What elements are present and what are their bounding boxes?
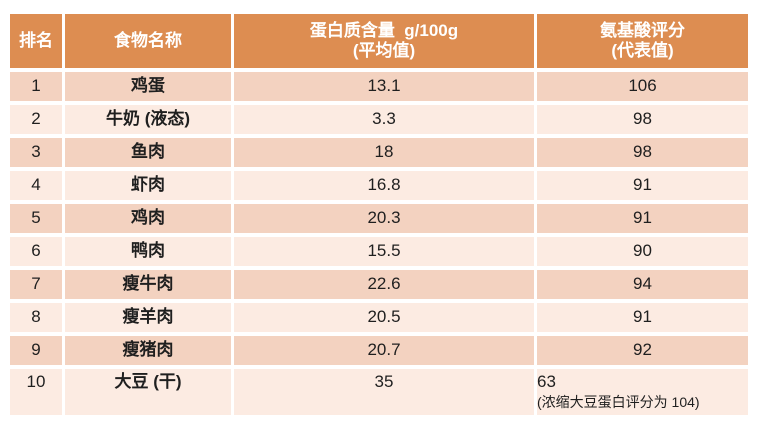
food-cell: 虾肉: [65, 171, 231, 200]
food-cell: 瘦牛肉: [65, 270, 231, 299]
food-cell: 瘦羊肉: [65, 303, 231, 332]
score-cell: 92: [537, 336, 748, 365]
food-cell: 鸭肉: [65, 237, 231, 266]
protein-cell: 22.6: [234, 270, 534, 299]
protein-table: 排名 食物名称 蛋白质含量 g/100g (平均值) 氨基酸评分 (代表值) 1…: [10, 14, 748, 415]
food-cell: 鸡蛋: [65, 72, 231, 101]
food-cell: 鱼肉: [65, 138, 231, 167]
rank-cell: 5: [10, 204, 62, 233]
score-cell: 91: [537, 303, 748, 332]
protein-cell: 13.1: [234, 72, 534, 101]
header-score-line2: (代表值): [611, 41, 674, 60]
rank-cell: 3: [10, 138, 62, 167]
header-food-label: 食物名称: [114, 30, 182, 50]
rank-cell: 1: [10, 72, 62, 101]
score-cell: 98: [537, 138, 748, 167]
protein-cell: 18: [234, 138, 534, 167]
score-cell: 90: [537, 237, 748, 266]
food-cell: 牛奶 (液态): [65, 105, 231, 134]
food-cell: 大豆 (干): [65, 369, 231, 415]
protein-cell: 35: [234, 369, 534, 415]
header-score: 氨基酸评分 (代表值): [537, 14, 748, 68]
protein-cell: 16.8: [234, 171, 534, 200]
soy-protein-footnote: (浓缩大豆蛋白评分为 104): [537, 394, 700, 411]
protein-cell: 20.7: [234, 336, 534, 365]
header-protein: 蛋白质含量 g/100g (平均值): [234, 14, 534, 68]
rank-cell: 10: [10, 369, 62, 415]
rank-cell: 9: [10, 336, 62, 365]
rank-cell: 2: [10, 105, 62, 134]
score-cell: 106: [537, 72, 748, 101]
header-protein-line1: 蛋白质含量 g/100g: [309, 20, 459, 40]
score-value: 63: [537, 372, 556, 391]
header-food: 食物名称: [65, 14, 231, 68]
score-cell: 98: [537, 105, 748, 134]
score-cell: 91: [537, 204, 748, 233]
rank-cell: 7: [10, 270, 62, 299]
header-rank: 排名: [10, 14, 62, 68]
protein-cell: 3.3: [234, 105, 534, 134]
food-cell: 瘦猪肉: [65, 336, 231, 365]
header-score-line1: 氨基酸评分: [600, 20, 685, 40]
protein-cell: 15.5: [234, 237, 534, 266]
header-protein-line2: (平均值): [352, 41, 416, 60]
score-cell: 91: [537, 171, 748, 200]
protein-cell: 20.3: [234, 204, 534, 233]
score-cell: 94: [537, 270, 748, 299]
score-cell: 63 (浓缩大豆蛋白评分为 104): [537, 369, 748, 415]
protein-cell: 20.5: [234, 303, 534, 332]
rank-cell: 8: [10, 303, 62, 332]
header-rank-label: 排名: [19, 30, 53, 50]
rank-cell: 6: [10, 237, 62, 266]
rank-cell: 4: [10, 171, 62, 200]
food-cell: 鸡肉: [65, 204, 231, 233]
